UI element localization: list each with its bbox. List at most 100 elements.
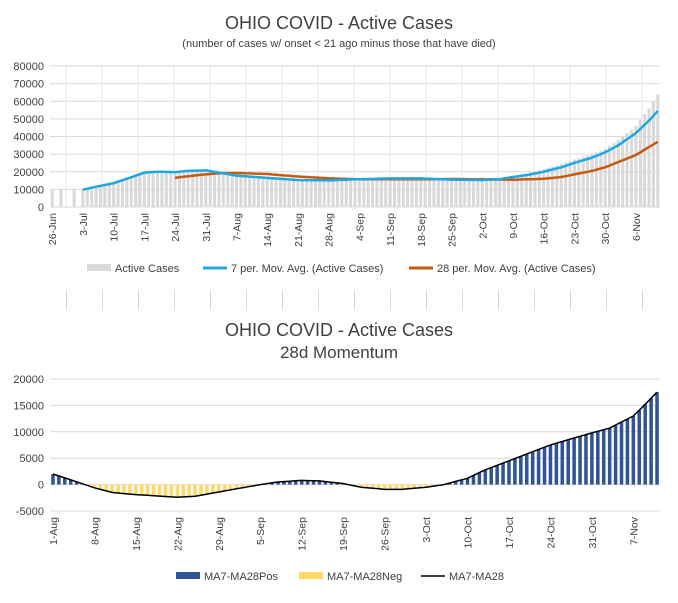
bar-active-cases (86, 188, 89, 207)
momentum-chart: OHIO COVID - Active Cases 28d Momentum 2… (0, 310, 678, 598)
bar-momentum-neg (164, 485, 168, 497)
bar-momentum-neg (389, 485, 393, 490)
chart-subtitle: 28d Momentum (280, 343, 398, 362)
x-tick-label: 5-Sep (255, 517, 267, 545)
bar-active-cases (634, 126, 637, 207)
bar-active-cases (630, 129, 633, 207)
sheet-gridline (318, 290, 319, 310)
x-tick-label: 24-Jul (170, 213, 182, 242)
bar-active-cases (472, 180, 475, 207)
chart-subtitle: (number of cases w/ onset < 21 ago minus… (182, 38, 495, 50)
bar-active-cases (459, 180, 462, 207)
bar-active-cases (301, 181, 304, 207)
sheet-gridline (390, 290, 391, 310)
y-tick-label: 70000 (13, 79, 44, 91)
bar-active-cases (222, 174, 225, 207)
bar-active-cases (389, 179, 392, 207)
bar-momentum-neg (176, 485, 180, 498)
bar-momentum-pos (525, 454, 529, 485)
sheet-gridline (462, 290, 463, 310)
bar-momentum-neg (122, 485, 126, 494)
bar-active-cases (507, 177, 510, 207)
bar-active-cases (577, 158, 580, 207)
bar-momentum-pos (519, 456, 523, 484)
bar-active-cases (639, 120, 642, 207)
bar-momentum-pos (566, 440, 570, 485)
bar-active-cases (402, 179, 405, 207)
legend-label-line: MA7-MA28 (449, 571, 504, 583)
bar-momentum-pos (501, 463, 505, 485)
x-tick-label: 22-Aug (172, 517, 184, 551)
bar-series-momentum (51, 392, 659, 497)
legend-label-neg: MA7-MA28Neg (327, 571, 402, 583)
bar-momentum-pos (543, 447, 547, 484)
bar-momentum-pos (478, 473, 482, 485)
sheet-gridline (102, 290, 103, 310)
bar-active-cases (582, 157, 585, 207)
bar-active-cases (244, 177, 247, 207)
x-tick-label: 15-Aug (131, 517, 143, 551)
bar-active-cases (551, 166, 554, 207)
bar-active-cases (292, 180, 295, 207)
bar-momentum-neg (395, 485, 399, 490)
bar-active-cases (108, 183, 111, 207)
bar-active-cases (441, 180, 444, 207)
y-tick-label: 40000 (13, 132, 44, 144)
bar-active-cases (138, 174, 141, 207)
bar-active-cases (332, 181, 335, 207)
bar-active-cases (226, 174, 229, 207)
x-tick-label: 14-Aug (262, 213, 274, 247)
bar-active-cases (590, 154, 593, 207)
y-tick-label: 0 (38, 480, 44, 492)
bar-active-cases (419, 179, 422, 207)
y-tick-label: 0 (38, 202, 44, 214)
bar-active-cases (99, 185, 102, 207)
legend-swatch-neg (299, 572, 323, 579)
sheet-gridline (66, 290, 67, 310)
x-tick-label: 10-Oct (463, 517, 475, 549)
sheet-gridline (282, 290, 283, 310)
bar-active-cases (599, 151, 602, 207)
bar-active-cases (415, 179, 418, 207)
bar-momentum-pos (484, 470, 488, 485)
chart-panel-active-cases: OHIO COVID - Active Cases (number of cas… (0, 0, 678, 290)
bar-active-cases (538, 170, 541, 207)
bar-active-cases (288, 180, 291, 207)
bar-momentum-pos (637, 410, 641, 484)
bar-active-cases (437, 180, 440, 207)
x-tick-label: 11-Sep (385, 213, 397, 246)
bar-active-cases (143, 173, 146, 207)
bar-active-cases (336, 181, 339, 207)
chart-legend: Active Cases 7 per. Mov. Avg. (Active Ca… (87, 263, 596, 275)
bar-active-cases (498, 178, 501, 207)
bar-active-cases (270, 179, 273, 207)
bar-active-cases (310, 181, 313, 207)
x-tick-label: 21-Aug (293, 213, 305, 247)
bar-active-cases (432, 180, 435, 207)
x-tick-label: 7-Aug (232, 213, 244, 241)
bar-active-cases (274, 179, 277, 207)
bar-active-cases (261, 178, 264, 207)
y-tick-label: 60000 (13, 96, 44, 108)
bar-momentum-neg (199, 485, 203, 496)
bar-active-cases (51, 190, 54, 207)
bar-momentum-neg (140, 485, 144, 495)
bar-active-cases (643, 114, 646, 207)
bar-active-cases (503, 178, 506, 207)
y-tick-label: 10000 (13, 184, 44, 196)
bar-active-cases (542, 169, 545, 207)
bar-active-cases (169, 171, 172, 207)
bar-active-cases (397, 179, 400, 207)
x-tick-label: 24-Oct (545, 517, 557, 549)
sheet-gridline (246, 290, 247, 310)
bar-active-cases (612, 143, 615, 207)
active-cases-chart: OHIO COVID - Active Cases (number of cas… (0, 0, 678, 290)
x-tick-label: 10-Jul (109, 213, 121, 242)
bar-active-cases (231, 175, 234, 207)
x-tick-label: 26-Jun (47, 213, 59, 245)
bar-active-cases (73, 190, 76, 207)
bar-momentum-pos (602, 430, 606, 485)
x-tick-label: 18-Sep (416, 213, 428, 247)
bar-momentum-neg (110, 485, 114, 493)
